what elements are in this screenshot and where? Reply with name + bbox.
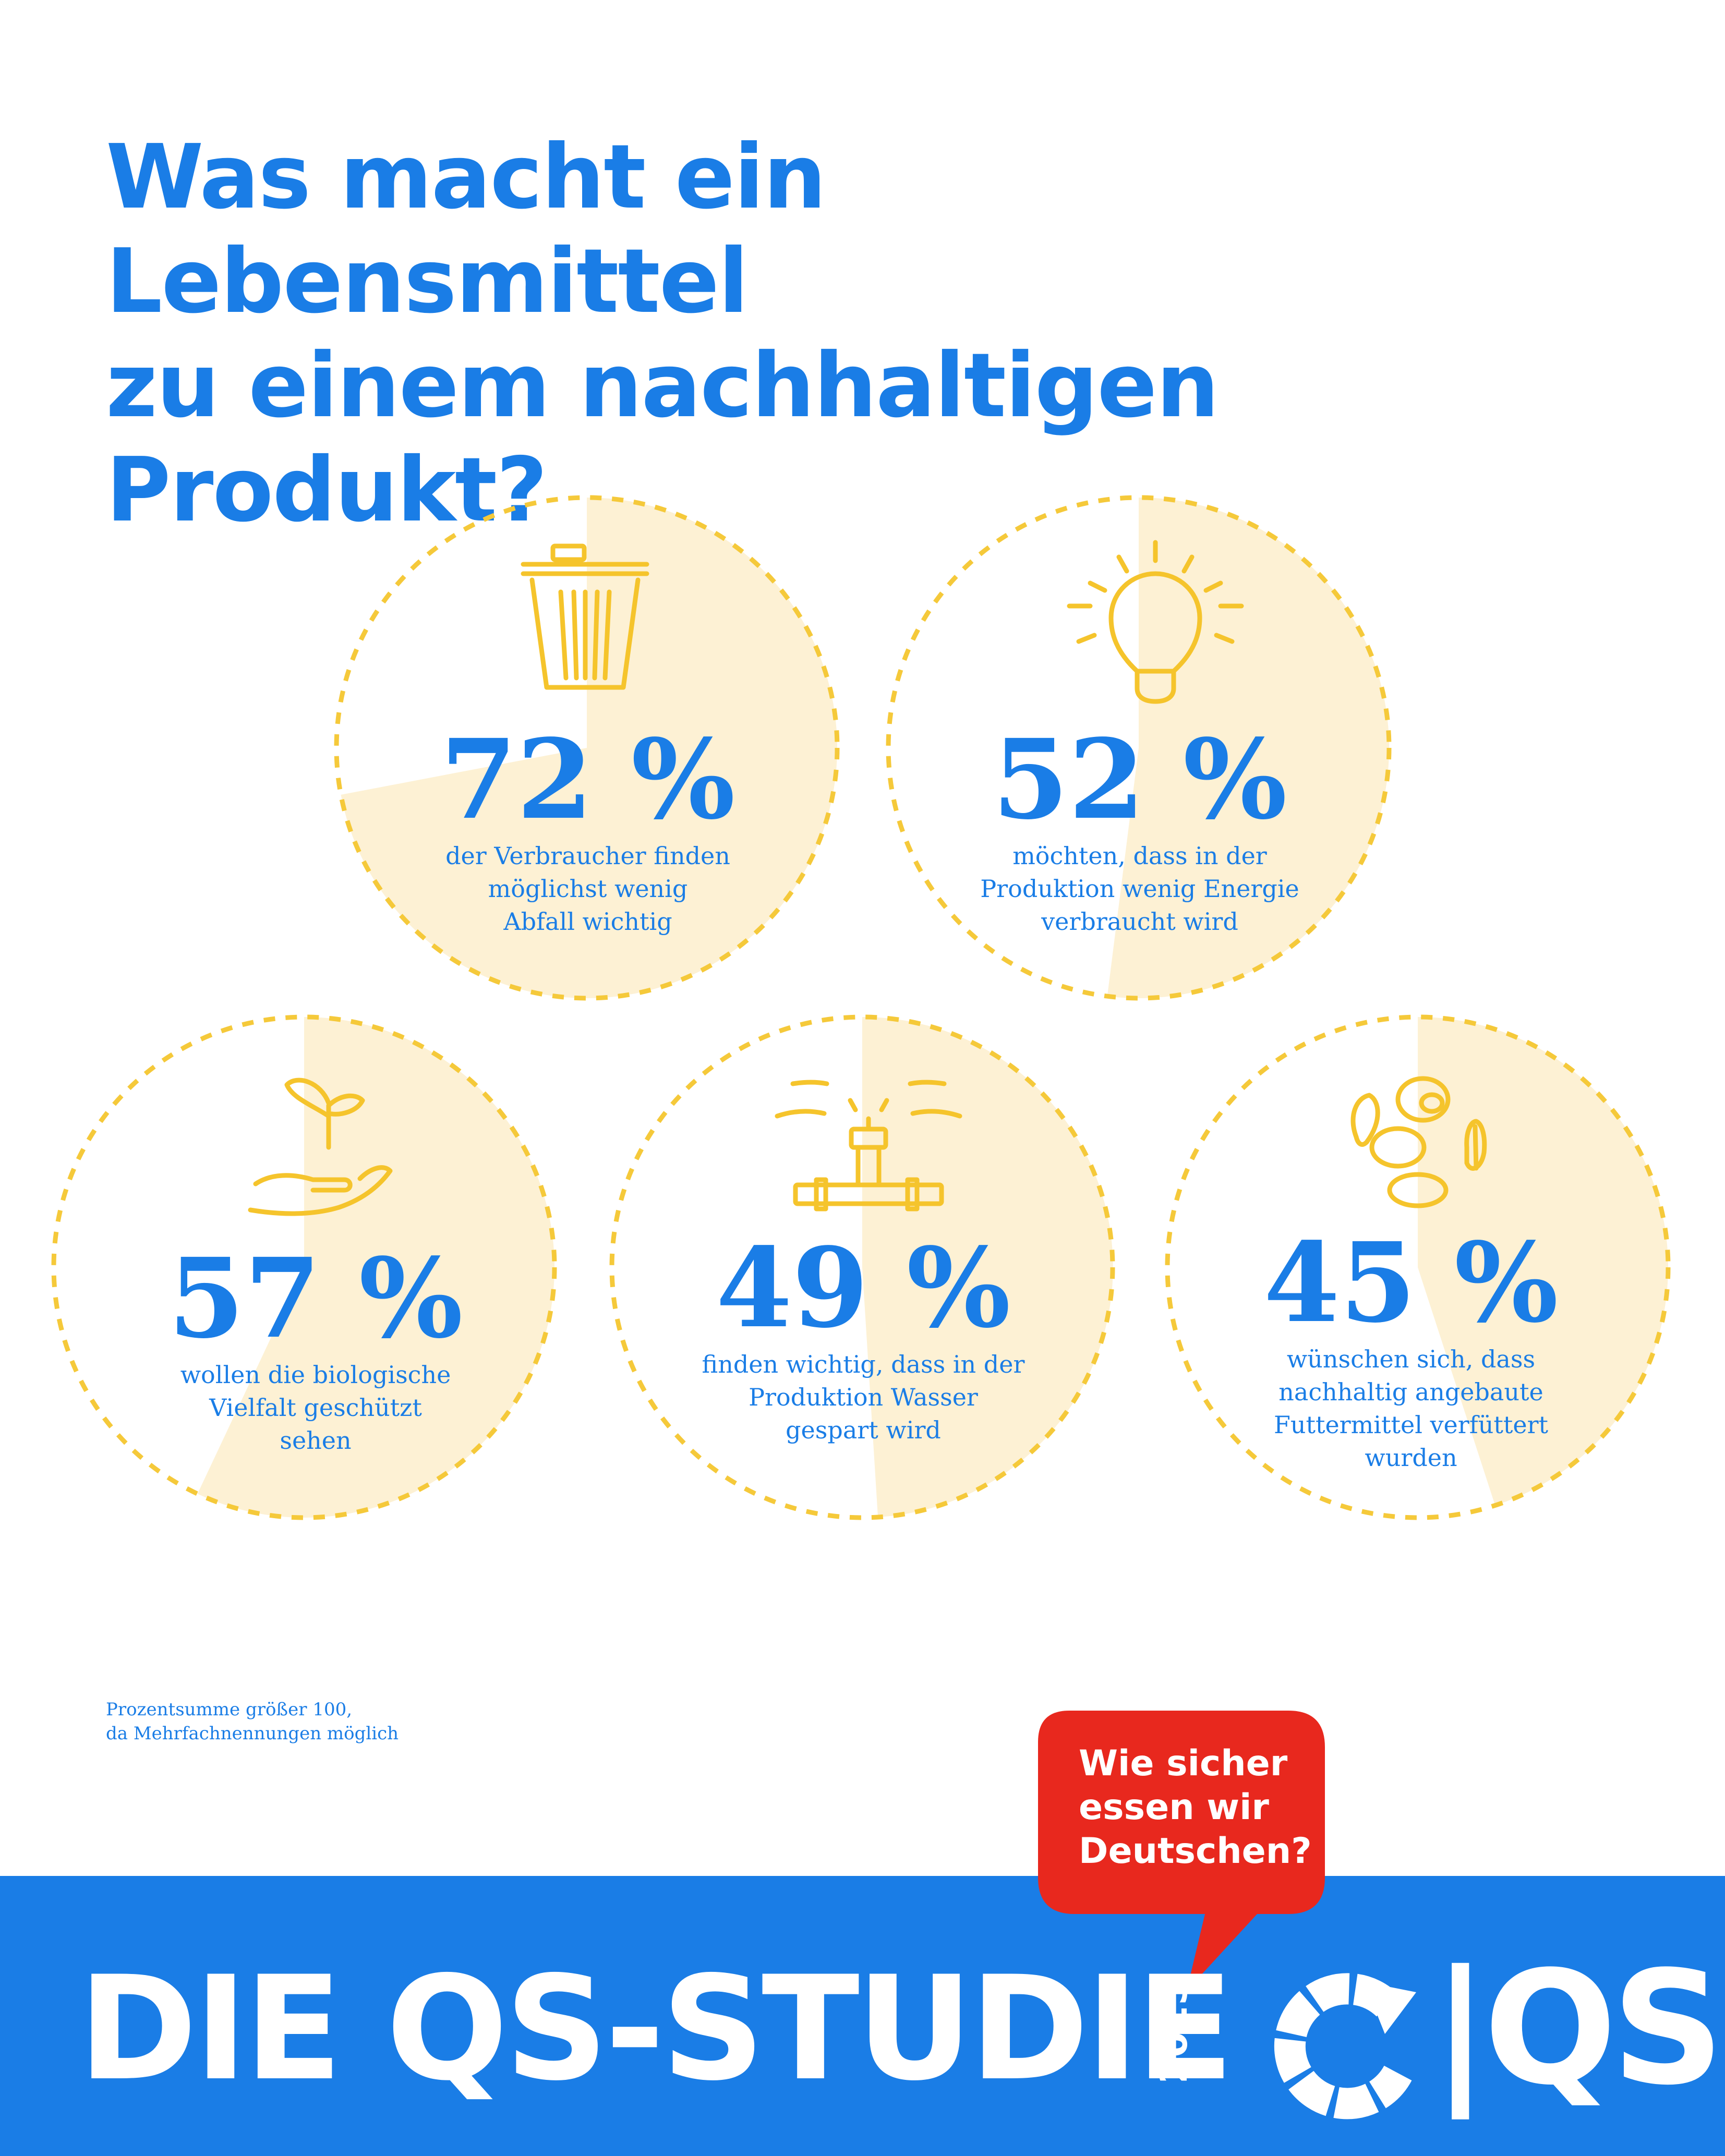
caption-line: finden wichtig, dass in der [702, 1350, 1025, 1378]
bubble-line-3: Deutschen? [1079, 1831, 1312, 1872]
stat-52: 52 % möchten, dass in der Produktion wen… [942, 720, 1338, 938]
caption-line: verbraucht wird [1041, 907, 1238, 936]
caption-line: wünschen sich, dass [1286, 1345, 1536, 1373]
pie-outline [1165, 1014, 1671, 1520]
speech-bubble [1038, 1711, 1325, 1991]
caption-line: möglichst wenig [488, 875, 688, 903]
caption-line: möchten, dass in der [1012, 842, 1267, 870]
pie-slice-72 [341, 498, 838, 999]
speech-bubble-text: Wie sicher essen wir Deutschen? [1079, 1742, 1312, 1873]
percent-label: 57 % [168, 1234, 463, 1363]
footnote-line-1: Prozentsumme größer 100, [106, 1699, 353, 1720]
pie-outline [886, 495, 1392, 1001]
caption-line: gespart wird [786, 1416, 941, 1444]
pie-slice-49 [862, 1016, 1113, 1518]
percent-label: 72 % [440, 715, 735, 844]
title-line-2: zu einem nachhaltigen [106, 334, 1219, 438]
stat-57: 57 % wollen die biologische Vielfalt ges… [117, 1239, 514, 1457]
caption-line: nachhaltig angebaute [1278, 1378, 1543, 1406]
caption-line: sehen [280, 1426, 352, 1455]
pie-outline [609, 1014, 1115, 1520]
percent-label: 45 % [1263, 1218, 1559, 1347]
caption-line: Futtermittel verfüttert [1273, 1411, 1549, 1439]
qs-logo-icon [1274, 1973, 1416, 2119]
qs-logo-text: |QS [1432, 1937, 1724, 2119]
bubble-line-1: Wie sicher [1079, 1743, 1288, 1784]
caption-line: Produktion Wasser [749, 1383, 978, 1411]
stat-49: 49 % finden wichtig, dass in der Produkt… [665, 1228, 1061, 1447]
seeds-icon [1350, 1076, 1487, 1208]
stat-72: 72 % der Verbraucher finden möglichst we… [390, 720, 786, 938]
caption-line: der Verbraucher finden [445, 842, 730, 870]
pie-slice-45 [1418, 1017, 1668, 1506]
stat-45: 45 % wünschen sich, dass nachhaltig ange… [1213, 1223, 1609, 1474]
light-bulb-icon [1067, 540, 1244, 704]
footnote: Prozentsumme größer 100, da Mehrfachnenn… [106, 1698, 399, 1746]
study-year: 2025 [1152, 1979, 1196, 2084]
plant-in-hand-icon [248, 1077, 393, 1216]
title-line-1: Was macht ein Lebensmittel [106, 126, 826, 333]
caption-line: wurden [1365, 1444, 1457, 1472]
pie-slice-57 [197, 1017, 555, 1518]
percent-label: 52 % [992, 715, 1287, 844]
percent-label: 49 % [716, 1224, 1011, 1352]
caption-line: wollen die biologische [180, 1361, 451, 1389]
caption-line: Vielfalt geschützt [209, 1394, 422, 1422]
caption-line: Abfall wichtig [503, 907, 672, 936]
bubble-line-2: essen wir [1079, 1787, 1269, 1828]
pie-outline [334, 495, 840, 1001]
study-title: DIE QS-STUDIE [78, 1945, 1234, 2112]
trash-can-icon [521, 543, 649, 690]
pie-slice-52 [1107, 498, 1390, 998]
water-tap-icon [775, 1080, 962, 1212]
footnote-line-2: da Mehrfachnennungen möglich [106, 1723, 399, 1744]
caption-line: Produktion wenig Energie [980, 875, 1299, 903]
footer-band [0, 1876, 1725, 2156]
pie-outline [51, 1014, 557, 1520]
page-title: Was macht ein Lebensmittel zu einem nach… [106, 125, 1410, 542]
